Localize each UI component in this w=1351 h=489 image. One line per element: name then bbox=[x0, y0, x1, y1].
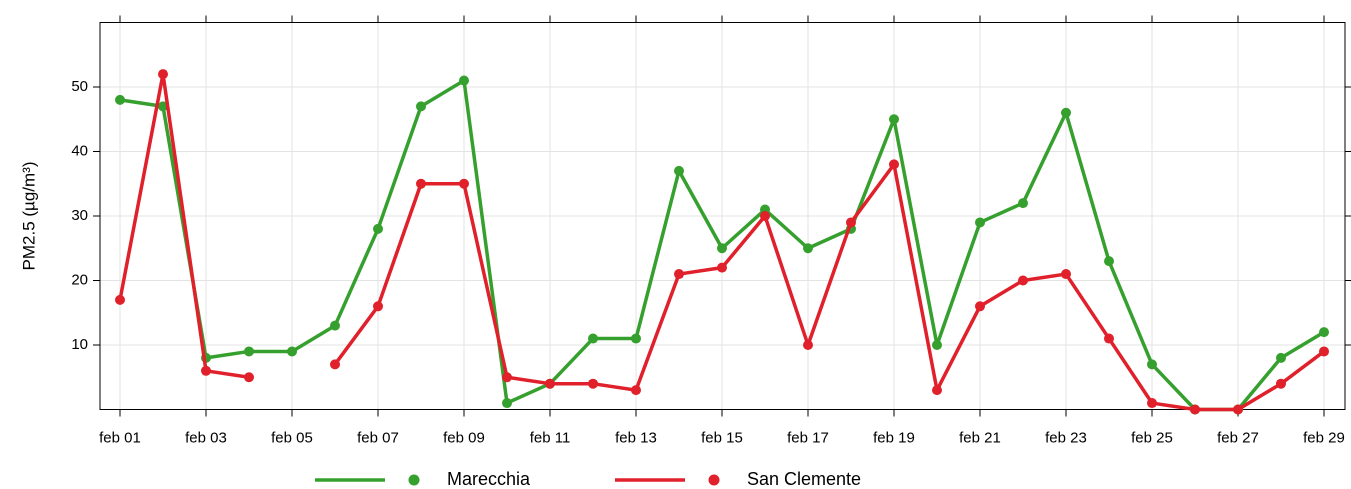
data-point bbox=[373, 301, 383, 312]
data-point bbox=[975, 301, 985, 312]
legend-dot bbox=[408, 474, 420, 486]
data-point bbox=[1233, 404, 1243, 415]
data-point bbox=[1147, 398, 1157, 409]
legend-label: Marecchia bbox=[447, 469, 531, 489]
data-point bbox=[1018, 275, 1028, 286]
x-tick-label: feb 01 bbox=[99, 429, 141, 446]
x-tick-label: feb 05 bbox=[271, 429, 313, 446]
x-tick-label: feb 11 bbox=[530, 429, 571, 446]
data-point bbox=[631, 385, 641, 396]
data-point bbox=[1190, 404, 1200, 415]
data-point bbox=[1104, 333, 1114, 344]
data-point bbox=[846, 217, 856, 228]
data-point bbox=[1319, 327, 1329, 338]
data-point bbox=[416, 101, 426, 112]
data-point bbox=[1061, 107, 1071, 118]
x-tick-label: feb 15 bbox=[701, 429, 743, 446]
data-point bbox=[115, 94, 125, 105]
legend-label: San Clemente bbox=[747, 469, 861, 489]
data-point bbox=[674, 165, 684, 176]
y-axis-label: PM2.5 (µg/m³) bbox=[19, 162, 38, 271]
x-tick-label: feb 09 bbox=[443, 429, 485, 446]
y-tick-label: 20 bbox=[71, 271, 88, 288]
data-point bbox=[287, 346, 297, 357]
data-point bbox=[330, 320, 340, 331]
data-point bbox=[803, 243, 813, 254]
x-tick-label: feb 29 bbox=[1303, 429, 1345, 446]
plot-frame bbox=[99, 22, 1346, 410]
data-point bbox=[244, 372, 254, 383]
data-point bbox=[760, 211, 770, 221]
data-point bbox=[201, 365, 211, 376]
data-point bbox=[588, 378, 598, 389]
data-point bbox=[1319, 346, 1329, 357]
x-tick-label: feb 25 bbox=[1131, 429, 1173, 446]
data-point bbox=[889, 159, 899, 170]
data-point bbox=[330, 359, 340, 370]
data-point bbox=[1276, 352, 1286, 363]
data-point bbox=[416, 178, 426, 189]
x-tick-label: feb 07 bbox=[357, 429, 399, 446]
data-point bbox=[674, 269, 684, 280]
legend-dot bbox=[708, 474, 720, 486]
x-tick-label: feb 27 bbox=[1217, 429, 1259, 446]
data-point bbox=[932, 340, 942, 350]
x-tick-label: feb 03 bbox=[185, 429, 227, 446]
x-tick-label: feb 19 bbox=[873, 429, 915, 446]
data-point bbox=[588, 333, 598, 344]
data-point bbox=[975, 217, 985, 228]
data-point bbox=[717, 243, 727, 254]
x-tick-label: feb 21 bbox=[959, 429, 1001, 446]
y-tick-label: 40 bbox=[71, 142, 88, 159]
data-point bbox=[631, 333, 641, 344]
data-point bbox=[932, 385, 942, 396]
data-point bbox=[1276, 378, 1286, 389]
data-point bbox=[373, 223, 383, 234]
data-point bbox=[502, 372, 512, 383]
y-tick-label: 30 bbox=[71, 207, 88, 224]
x-tick-label: feb 17 bbox=[787, 429, 829, 446]
data-point bbox=[803, 340, 813, 350]
y-tick-label: 50 bbox=[71, 78, 88, 95]
y-tick-label: 10 bbox=[71, 336, 88, 353]
data-point bbox=[244, 346, 254, 357]
x-tick-label: feb 23 bbox=[1045, 429, 1087, 446]
data-point bbox=[459, 178, 469, 189]
data-point bbox=[502, 398, 512, 409]
series-line bbox=[118, 72, 1326, 412]
data-point bbox=[545, 378, 555, 389]
data-point bbox=[1104, 256, 1114, 267]
data-point bbox=[889, 114, 899, 125]
x-tick-label: feb 13 bbox=[615, 429, 657, 446]
data-point bbox=[158, 69, 168, 80]
data-point bbox=[717, 262, 727, 273]
data-point bbox=[1061, 269, 1071, 280]
data-point bbox=[158, 101, 168, 112]
data-point bbox=[1147, 359, 1157, 370]
data-point bbox=[115, 294, 125, 305]
data-point bbox=[459, 75, 469, 86]
data-point bbox=[1018, 198, 1028, 209]
